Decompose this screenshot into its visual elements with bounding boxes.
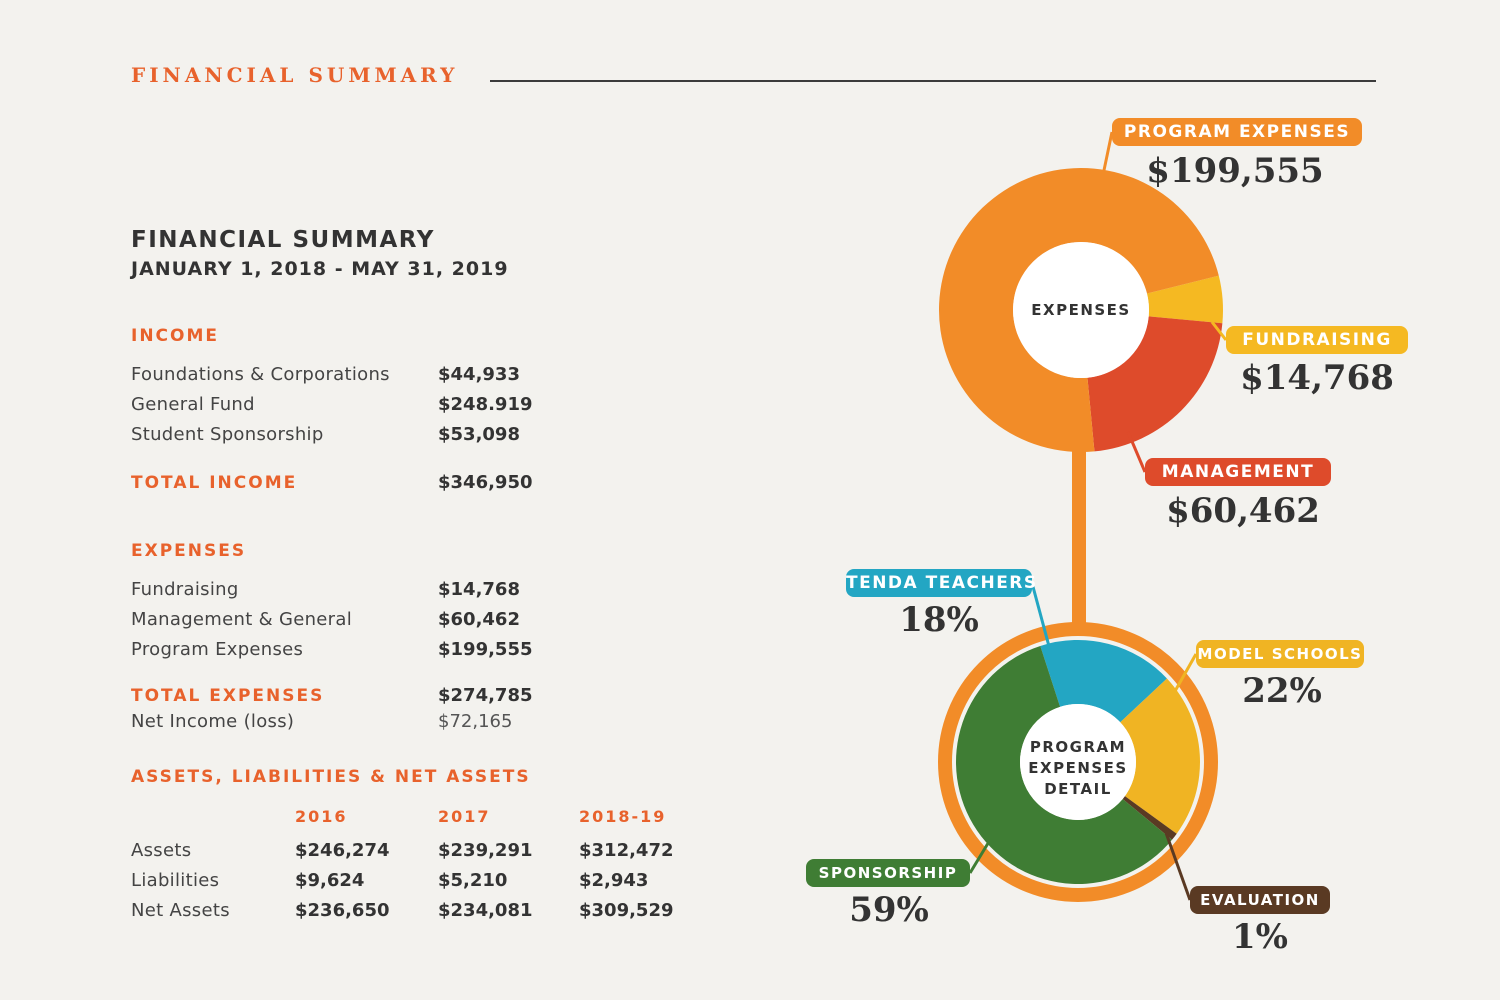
program-expenses-value: $199,555 xyxy=(1146,151,1324,191)
assets-cell: $309,529 xyxy=(579,900,674,921)
expense-row-label: Program Expenses xyxy=(131,639,304,660)
assets-row-label: Net Assets xyxy=(131,900,230,921)
evaluation-value: 1% xyxy=(1232,917,1288,957)
fundraising-leader xyxy=(1210,321,1228,341)
tenda-teachers-value: 18% xyxy=(899,600,979,640)
expenses-center-label: EXPENSES xyxy=(1031,301,1131,319)
assets-cell: $246,274 xyxy=(295,840,390,861)
expense-row-label: Fundraising xyxy=(131,579,239,600)
assets-cell: $9,624 xyxy=(295,870,365,891)
sponsorship-leader xyxy=(968,839,992,874)
program-expenses-leader xyxy=(1101,131,1114,176)
fundraising-pill: FUNDRAISING xyxy=(1226,326,1408,354)
expense-row-label: Management & General xyxy=(131,609,352,630)
tenda-teachers-slice xyxy=(1040,640,1167,723)
total-expenses-label: TOTAL EXPENSES xyxy=(131,686,325,706)
income-row-label: Student Sponsorship xyxy=(131,424,324,445)
assets-heading: ASSETS, LIABILITIES & NET ASSETS xyxy=(131,767,531,787)
income-row-value: $44,933 xyxy=(438,364,520,385)
connector-stem xyxy=(1072,448,1086,623)
summary-period: JANUARY 1, 2018 - MAY 31, 2019 xyxy=(131,258,509,280)
center-line: EXPENSES xyxy=(1028,759,1128,777)
expenses-heading: EXPENSES xyxy=(131,541,247,561)
expense-row-value: $199,555 xyxy=(438,639,533,660)
total-income-value: $346,950 xyxy=(438,472,533,493)
management-slice xyxy=(1087,316,1223,452)
assets-cell: $5,210 xyxy=(438,870,508,891)
header-title: FINANCIAL SUMMARY xyxy=(131,63,459,87)
assets-cell: $236,650 xyxy=(295,900,390,921)
fundraising-value: $14,768 xyxy=(1240,358,1394,398)
center-line: PROGRAM xyxy=(1029,738,1127,756)
expenses-center xyxy=(1013,242,1149,378)
program-detail-center-label: PROGRAM EXPENSES DETAIL xyxy=(1013,737,1143,800)
model-schools-pill: MODEL SCHOOLS xyxy=(1196,640,1364,668)
expense-row-value: $14,768 xyxy=(438,579,520,600)
expense-row-value: $60,462 xyxy=(438,609,520,630)
center-line: DETAIL xyxy=(1044,780,1112,798)
tenda-teachers-leader xyxy=(1030,582,1052,651)
year-header: 2018-19 xyxy=(579,807,667,826)
tenda-teachers-pill: TENDA TEACHERS xyxy=(846,569,1036,597)
total-expenses-value: $274,785 xyxy=(438,685,533,706)
model-schools-value: 22% xyxy=(1242,671,1322,711)
sponsorship-value: 59% xyxy=(849,890,929,930)
assets-cell: $234,081 xyxy=(438,900,533,921)
program-detail-center xyxy=(1020,704,1136,820)
year-header: 2016 xyxy=(295,807,348,826)
evaluation-slice xyxy=(1122,796,1177,840)
income-row-value: $248.919 xyxy=(438,394,533,415)
year-header: 2017 xyxy=(438,807,491,826)
evaluation-leader xyxy=(1163,829,1192,901)
management-pill: MANAGEMENT xyxy=(1145,458,1331,486)
assets-cell: $239,291 xyxy=(438,840,533,861)
summary-title: FINANCIAL SUMMARY xyxy=(131,227,435,253)
assets-cell: $2,943 xyxy=(579,870,649,891)
assets-row-label: Assets xyxy=(131,840,192,861)
header-rule xyxy=(490,80,1376,82)
net-income-label: Net Income (loss) xyxy=(131,711,295,732)
income-row-value: $53,098 xyxy=(438,424,520,445)
income-row-label: General Fund xyxy=(131,394,255,415)
program-expenses-slice xyxy=(938,167,1219,453)
fundraising-slice xyxy=(1146,275,1223,324)
total-income-label: TOTAL INCOME xyxy=(131,473,298,493)
management-value: $60,462 xyxy=(1166,491,1320,531)
program-detail-ring xyxy=(938,622,1218,902)
program-expenses-pill: PROGRAM EXPENSES xyxy=(1112,118,1362,146)
model-schools-slice xyxy=(1120,678,1200,834)
sponsorship-slice xyxy=(955,645,1173,885)
income-heading: INCOME xyxy=(131,326,220,346)
income-row-label: Foundations & Corporations xyxy=(131,364,390,385)
net-income-value: $72,165 xyxy=(438,711,513,732)
management-leader xyxy=(1126,431,1147,473)
evaluation-pill: EVALUATION xyxy=(1190,886,1330,914)
model-schools-leader xyxy=(1168,653,1198,701)
sponsorship-pill: SPONSORSHIP xyxy=(806,859,970,887)
assets-cell: $312,472 xyxy=(579,840,674,861)
assets-row-label: Liabilities xyxy=(131,870,220,891)
